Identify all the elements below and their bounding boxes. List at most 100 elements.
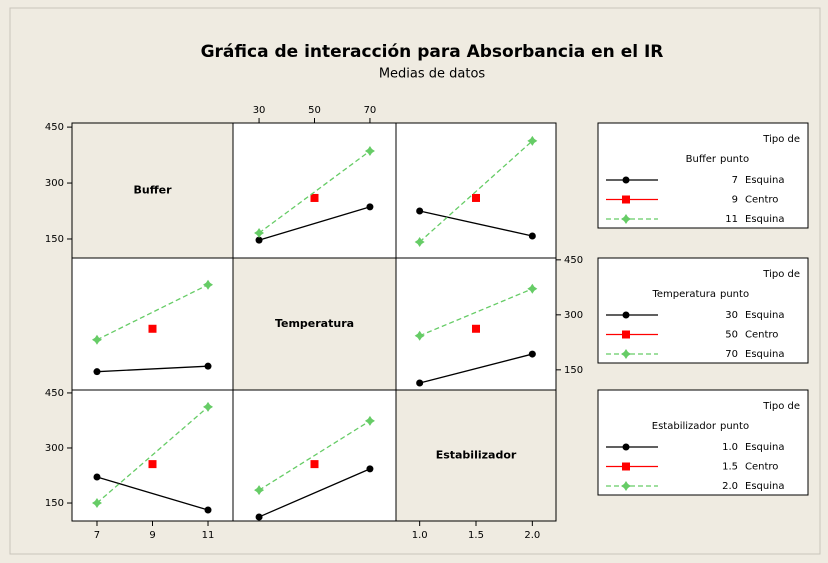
legend-title: Buffer — [686, 154, 717, 165]
legend-marker — [622, 195, 630, 204]
y-tick-label: 300 — [45, 178, 64, 189]
x-tick-label: 1.5 — [468, 530, 484, 541]
point — [254, 228, 265, 239]
legend-level: 30 — [725, 310, 738, 321]
factor-label: Buffer — [133, 184, 172, 197]
legend-point-type: Esquina — [745, 310, 784, 321]
point — [472, 193, 480, 202]
series-line — [258, 468, 371, 518]
legend-level: 7 — [732, 175, 738, 186]
legend-marker — [621, 481, 631, 491]
point — [148, 324, 157, 333]
legend-point-type: Esquina — [745, 442, 784, 453]
x-tick-label: 7 — [94, 530, 100, 541]
legend-point-type: Esquina — [745, 214, 784, 225]
point — [366, 465, 374, 473]
diagonal-cell — [71, 122, 234, 259]
legend-header: Tipo de — [762, 134, 800, 145]
point — [416, 379, 424, 387]
point — [414, 236, 425, 247]
legend-point-type: Centro — [745, 195, 778, 206]
legend-box — [597, 257, 809, 364]
x-tick-label: 1.0 — [412, 530, 428, 541]
legend-marker — [621, 214, 631, 224]
legend-level: 50 — [725, 330, 738, 341]
point — [254, 485, 265, 496]
legend-box — [597, 389, 809, 496]
x-tick-label: 11 — [202, 530, 215, 541]
series-line — [258, 150, 371, 234]
legend-point: punto — [720, 154, 749, 165]
y-tick-label: 450 — [564, 255, 583, 266]
point — [414, 330, 425, 341]
legend-marker — [622, 176, 630, 184]
legend-level: 2.0 — [722, 481, 738, 492]
factor-label: Temperatura — [275, 317, 354, 330]
point — [148, 460, 157, 469]
y-tick-label: 450 — [45, 122, 64, 133]
legend-marker — [622, 443, 630, 451]
point — [204, 506, 212, 514]
legend-point-type: Esquina — [745, 481, 784, 492]
legend-level: 9 — [732, 195, 738, 206]
y-tick-label: 150 — [45, 234, 64, 245]
chart-title: Gráfica de interacción para Absorbancia … — [201, 42, 664, 62]
point — [528, 232, 536, 240]
y-tick-label: 450 — [45, 388, 64, 399]
legend-title: Estabilizador — [652, 421, 717, 432]
legend-point-type: Centro — [745, 462, 778, 473]
point — [203, 401, 214, 412]
x-tick-label: 9 — [149, 530, 155, 541]
series-line — [419, 288, 533, 337]
point — [204, 362, 212, 370]
legend-level: 1.0 — [722, 442, 738, 453]
point — [366, 203, 374, 211]
y-tick-label: 150 — [45, 498, 64, 509]
legend-level: 70 — [725, 349, 738, 360]
series-line — [419, 353, 533, 384]
point — [203, 279, 214, 290]
series-line — [419, 140, 533, 243]
point — [91, 498, 102, 509]
point — [310, 193, 319, 202]
y-tick-label: 300 — [45, 443, 64, 454]
x-tick-label: 50 — [308, 105, 321, 116]
point — [93, 368, 101, 376]
series-line — [96, 406, 209, 504]
legend-header: Tipo de — [762, 401, 800, 412]
point — [527, 283, 538, 294]
legend-point: punto — [720, 289, 749, 300]
legend-marker — [622, 462, 630, 471]
chart-subtitle: Medias de datos — [379, 67, 486, 82]
x-tick-label: 70 — [364, 105, 377, 116]
legend-marker — [621, 349, 631, 359]
legend-level: 1.5 — [722, 462, 738, 473]
legend-box — [597, 122, 809, 229]
point — [255, 236, 263, 244]
point — [528, 350, 536, 358]
series-line — [258, 206, 371, 241]
legend-point-type: Esquina — [745, 175, 784, 186]
point — [310, 460, 319, 469]
legend-header: Tipo de — [762, 269, 800, 280]
series-line — [96, 365, 209, 373]
x-tick-label: 2.0 — [524, 530, 540, 541]
x-tick-label: 30 — [253, 105, 266, 116]
legend-point: punto — [720, 421, 749, 432]
legend-marker — [622, 311, 630, 319]
series-line — [419, 210, 533, 237]
legend-level: 11 — [725, 214, 738, 225]
legend-title: Temperatura — [651, 289, 716, 300]
point — [416, 207, 424, 215]
legend-point-type: Centro — [745, 330, 778, 341]
point — [364, 145, 375, 156]
legend-point-type: Esquina — [745, 349, 784, 360]
legend-marker — [622, 330, 630, 339]
point — [91, 334, 102, 345]
point — [93, 473, 101, 481]
y-tick-label: 300 — [564, 310, 583, 321]
series-line — [96, 284, 209, 341]
series-line — [96, 476, 209, 511]
diagonal-cell — [232, 257, 397, 391]
